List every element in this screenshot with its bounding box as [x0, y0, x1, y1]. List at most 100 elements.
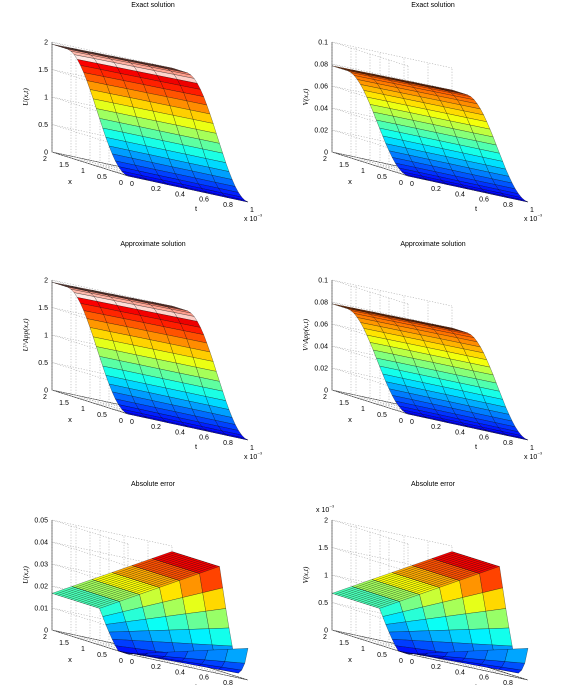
t-tick-label: 0.6 — [479, 197, 489, 204]
surface — [51, 44, 249, 203]
t-tick-label: 0 — [410, 419, 414, 426]
z-multiplier: x 10⁻³ — [316, 505, 334, 514]
chart-title: Exact solution — [131, 2, 175, 9]
x-tick-label: 0.5 — [97, 174, 107, 181]
x-tick-label: 0 — [399, 418, 403, 425]
x-tick-label: 1.5 — [339, 162, 349, 169]
t-tick-label: 0.8 — [223, 680, 233, 685]
surface-patch — [185, 611, 210, 630]
t-tick-label: 1 — [530, 445, 534, 452]
gridline — [51, 42, 173, 179]
z-axis-label: U(x,t) — [21, 88, 30, 106]
z-tick-label: 1.5 — [318, 545, 328, 552]
z-axis-label: V(x,t) — [301, 88, 310, 105]
t-tick-label: 0.8 — [503, 440, 513, 447]
surface-patch — [204, 649, 229, 662]
gridline — [331, 520, 453, 657]
x-axis-label: x — [68, 655, 72, 664]
t-multiplier: x 10⁻³ — [244, 214, 262, 223]
t-tick-label: 0.4 — [175, 669, 185, 676]
chart-title: Absolute error — [131, 481, 176, 488]
surface-patch — [184, 650, 209, 660]
x-tick-label: 1.5 — [59, 640, 69, 647]
x-tick-label: 0.5 — [97, 652, 107, 659]
t-tick-label: 0 — [130, 659, 134, 666]
t-tick-label: 0.4 — [175, 429, 185, 436]
gridline — [331, 42, 453, 179]
surface-patch — [425, 616, 450, 631]
x-tick-label: 1 — [361, 646, 365, 653]
z-tick-label: 0.04 — [314, 344, 328, 351]
surface-patch — [428, 629, 453, 643]
t-tick-label: 0.8 — [503, 680, 513, 685]
surface-patch — [165, 613, 190, 631]
x-tick-label: 2 — [43, 394, 47, 401]
z-tick-label: 0.03 — [34, 562, 48, 569]
z-tick-label: 0.02 — [314, 128, 328, 135]
x-tick-label: 1.5 — [339, 640, 349, 647]
z-tick-label: 0.06 — [314, 84, 328, 91]
z-tick-label: 2 — [324, 518, 328, 525]
chart-panel-5: Absolute error 0 0.01 0.02 0.03 0.04 0.05 0 0.5 1… — [21, 481, 254, 690]
chart-panel-1: Exact solution00.511.5200.511.5200.20.40… — [21, 2, 262, 223]
z-tick-label: 0 — [324, 628, 328, 635]
chart-title: Approximate solution — [120, 241, 185, 248]
t-tick-label: 0.4 — [455, 429, 465, 436]
chart-panel-2: Exact solution 0 0.02 0.04 0.06 0.08 0.1 0 0.5 1 1… — [301, 2, 542, 223]
x-tick-label: 0.5 — [377, 412, 387, 419]
surface-patch — [388, 631, 413, 641]
x-tick-label: 1 — [361, 406, 365, 413]
surface-patch — [208, 627, 233, 647]
x-tick-label: 1 — [81, 646, 85, 653]
z-tick-label: 0 — [44, 150, 48, 157]
t-tick-label: 1 — [250, 445, 254, 452]
gridline — [51, 280, 173, 417]
surface-patch — [484, 649, 509, 662]
surface-patch — [108, 631, 133, 641]
t-tick-label: 0.2 — [151, 664, 161, 671]
x-tick-label: 0 — [119, 180, 123, 187]
t-tick-label: 0.2 — [431, 424, 441, 431]
chart-title: Absolute error — [411, 481, 456, 488]
surface-patch — [224, 195, 249, 203]
z-tick-label: 0.5 — [38, 360, 48, 367]
surface-patch — [188, 628, 213, 646]
z-tick-label: 1 — [44, 95, 48, 102]
surface-patch — [148, 629, 173, 643]
gridline — [51, 519, 173, 547]
surface — [331, 65, 529, 203]
x-tick-label: 0 — [399, 180, 403, 187]
z-tick-label: 0.1 — [318, 278, 328, 285]
surface-patch — [504, 648, 529, 664]
x-tick-label: 1.5 — [339, 400, 349, 407]
surface-patch — [145, 616, 170, 631]
t-tick-label: 0.6 — [199, 675, 209, 682]
z-tick-label: 0.5 — [38, 122, 48, 129]
x-axis-label: x — [348, 415, 352, 424]
z-tick-label: 0.04 — [314, 106, 328, 113]
x-tick-label: 1.5 — [59, 400, 69, 407]
x-tick-label: 1 — [81, 168, 85, 175]
t-axis-label: t — [475, 442, 478, 451]
surface-patch — [464, 650, 489, 660]
surface-patch — [504, 195, 529, 203]
gridline — [331, 280, 453, 417]
surface — [51, 551, 249, 674]
z-tick-label: 0.1 — [318, 40, 328, 47]
z-tick-label: 0 — [324, 150, 328, 157]
surface-patch — [485, 608, 510, 629]
t-axis-label: t — [195, 204, 198, 213]
t-axis-label: t — [195, 442, 198, 451]
gridline — [331, 279, 453, 307]
z-tick-label: 2 — [44, 278, 48, 285]
x-tick-label: 0.5 — [97, 412, 107, 419]
z-axis-label: V(x,t) — [301, 566, 310, 583]
t-tick-label: 1 — [530, 207, 534, 214]
z-tick-label: 1 — [44, 333, 48, 340]
surface-patch — [504, 433, 529, 441]
chart-title: Exact solution — [411, 2, 455, 9]
x-tick-label: 2 — [323, 156, 327, 163]
t-multiplier: x 10⁻³ — [524, 452, 542, 461]
z-tick-label: 1.5 — [38, 305, 48, 312]
